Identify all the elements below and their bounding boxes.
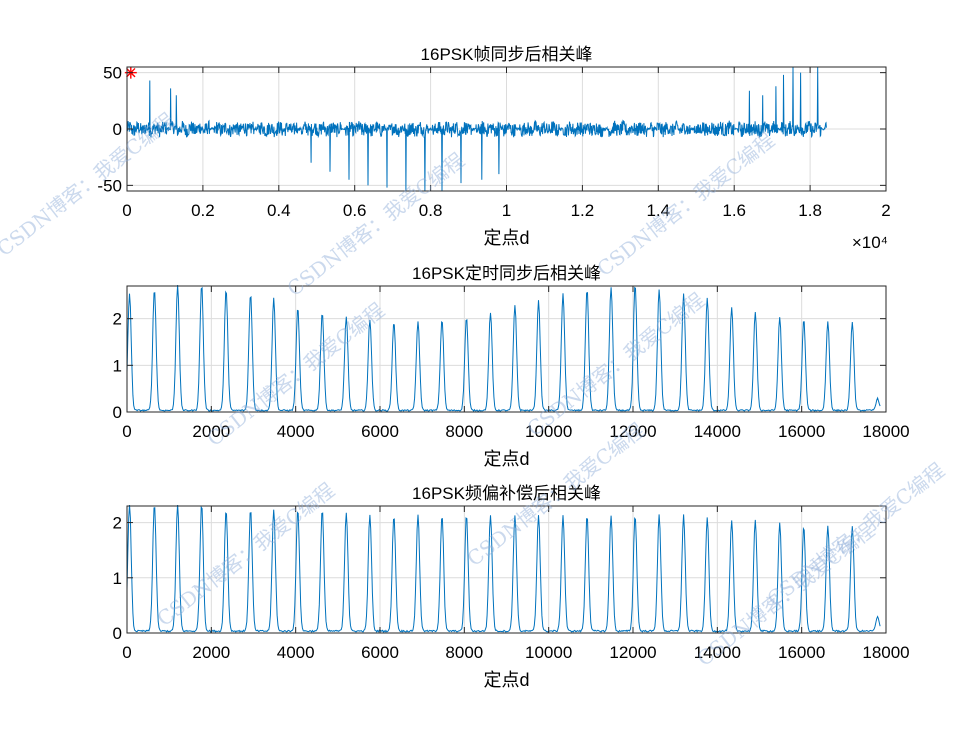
x-tick-label: 6000 [361, 643, 399, 662]
x-tick-label: 18000 [862, 643, 909, 662]
x-tick-label: 0.2 [191, 201, 215, 220]
x-tick-label: 1.2 [571, 201, 595, 220]
watermark-text: CSDN博客：我爱C编程 [592, 128, 778, 281]
x-axis-label: 定点d [483, 670, 529, 690]
x-tick-label: 4000 [277, 643, 315, 662]
x-exponent-label: ×10⁴ [852, 233, 888, 252]
x-tick-label: 1.4 [646, 201, 670, 220]
y-tick-label: 2 [113, 514, 122, 533]
chart-title: 16PSK频偏补偿后相关峰 [412, 484, 601, 503]
x-tick-label: 16000 [778, 422, 825, 441]
y-tick-label: 0 [113, 403, 122, 422]
y-tick-label: 0 [113, 120, 122, 139]
series-line [127, 285, 881, 412]
x-tick-label: 6000 [361, 422, 399, 441]
subplot-3: 0 2000 4000 6000 8000 10000 12000 14000 16000 180… [113, 484, 910, 690]
x-tick-label: 0.4 [267, 201, 291, 220]
x-tick-label: 10000 [525, 643, 572, 662]
x-tick-label: 1.8 [798, 201, 822, 220]
series-line [127, 505, 881, 633]
x-tick-label: 8000 [445, 643, 483, 662]
y-tick-label: 1 [113, 356, 122, 375]
x-tick-label: 0 [122, 201, 131, 220]
x-tick-label: 14000 [694, 643, 741, 662]
y-tick-label: 1 [113, 569, 122, 588]
x-axis-label: 定点d [483, 449, 529, 469]
x-tick-label: 1 [502, 201, 511, 220]
series-line [127, 66, 827, 192]
x-tick-label: 0 [122, 643, 131, 662]
x-tick-label: 0 [122, 422, 131, 441]
subplot-1: 0 0.2 0.4 0.6 0.8 1 1.2 1.4 1.6 1.8 2-5005016PSK帧同… [97, 45, 890, 252]
x-tick-label: 12000 [609, 422, 656, 441]
x-tick-label: 18000 [862, 422, 909, 441]
x-tick-label: 4000 [277, 422, 315, 441]
y-tick-label: -50 [97, 176, 122, 195]
chart-title: 16PSK定时同步后相关峰 [412, 264, 601, 283]
x-tick-label: 2 [881, 201, 890, 220]
x-tick-label: 10000 [525, 422, 572, 441]
axes-box [126, 285, 887, 413]
x-tick-label: 14000 [694, 422, 741, 441]
x-tick-label: 16000 [778, 643, 825, 662]
axes-box [126, 505, 887, 634]
y-tick-label: 0 [113, 624, 122, 643]
x-tick-label: 8000 [445, 422, 483, 441]
y-tick-label: 2 [113, 310, 122, 329]
watermark-text: CSDN博客：我爱C编程 [0, 108, 179, 261]
x-tick-label: 2000 [192, 422, 230, 441]
x-axis-label: 定点d [483, 228, 529, 248]
chart-title: 16PSK帧同步后相关峰 [421, 45, 593, 64]
x-tick-label: 0.6 [343, 201, 367, 220]
x-tick-label: 1.6 [722, 201, 746, 220]
x-tick-label: 0.8 [419, 201, 443, 220]
subplot-2: 0 2000 4000 6000 8000 10000 12000 14000 16000 180… [113, 264, 910, 469]
x-tick-label: 2000 [192, 643, 230, 662]
y-tick-label: 50 [103, 64, 122, 83]
x-tick-label: 12000 [609, 643, 656, 662]
watermark-text: CSDN博客：我爱C编程 [152, 478, 338, 631]
